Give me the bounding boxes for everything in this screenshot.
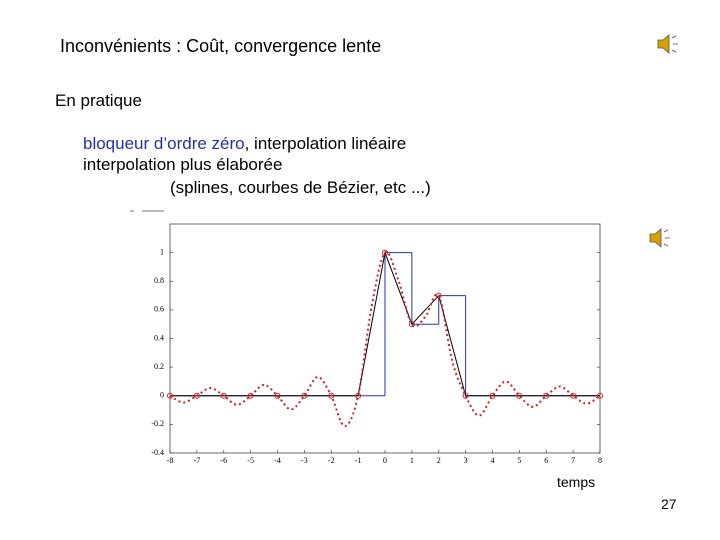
sample-point [516,392,523,399]
y-tick-label: 0 [160,391,164,400]
sample-point [543,392,550,399]
x-tick-label: 2 [437,456,441,465]
bullet-line: bloqueur d’ordre zéro, interpolation lin… [83,134,406,154]
y-tick-label: 1 [160,247,164,256]
x-tick-label: -2 [328,456,335,465]
sample-point [193,392,200,399]
sample-point [247,392,254,399]
x-axis-label: temps [557,474,596,490]
sample-point [489,392,496,399]
sample-point [355,392,362,399]
x-tick-label: 1 [410,456,414,465]
sample-point [408,321,415,328]
x-tick-label: -6 [220,456,227,465]
x-tick-label: 7 [571,456,575,465]
x-tick-label: -4 [274,456,281,465]
page-number: 27 [661,496,677,512]
slide-title: Inconvénients : Coût, convergence lente [60,36,382,56]
bullet-line: interpolation plus élaborée [83,155,283,174]
sample-point [435,292,442,299]
sample-point [328,392,335,399]
speaker-icon[interactable] [649,228,670,248]
sample-point [597,392,603,399]
x-tick-label: -7 [194,456,201,465]
x-tick-label: -1 [355,456,362,465]
sample-point [570,392,577,399]
text: , interpolation linéaire [244,134,407,153]
linear-interp [170,250,600,397]
bullet-line: (splines, courbes de Bézier, etc ...) [170,178,431,197]
sample-point [167,392,173,399]
highlight: bloqueur d’ordre zéro [83,134,245,153]
sample-point [220,392,227,399]
x-tick-label: 0 [383,456,387,465]
x-tick-label: 8 [598,456,602,465]
x-tick-label: 5 [517,456,521,465]
sample-point [462,392,469,399]
y-tick-label: 0.6 [154,305,164,314]
sample-point [274,392,281,399]
x-tick-label: 4 [491,456,495,465]
speaker-icon[interactable] [657,34,678,54]
sinc-interp [169,251,601,428]
x-tick-label: -3 [301,456,308,465]
y-tick-label: 0.4 [154,333,164,342]
y-tick-label: 0.8 [154,276,164,285]
sample-point [301,392,308,399]
section-label: En pratique [55,91,142,110]
x-tick-label: -5 [247,456,254,465]
y-tick-label: 0.2 [154,362,164,371]
y-tick-label: -0.4 [151,448,164,457]
x-tick-label: -8 [167,456,174,465]
y-tick-label: -0.2 [151,419,164,428]
x-tick-label: 6 [544,456,548,465]
sample-point [382,249,388,256]
x-tick-label: 3 [464,456,468,465]
